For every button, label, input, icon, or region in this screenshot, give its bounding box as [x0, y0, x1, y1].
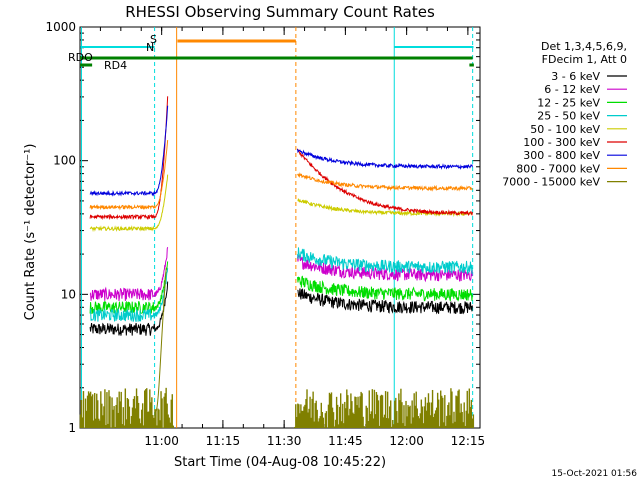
x-tick-label: 11:00 [144, 434, 179, 448]
timestamp: 15-Oct-2021 01:56 [552, 469, 638, 479]
flag-label-n: N [146, 41, 154, 54]
series-line [89, 105, 169, 197]
x-tick-label: 12:15 [451, 434, 486, 448]
series-line [89, 174, 169, 233]
flag-label-rd4: RD4 [104, 59, 127, 72]
chart-title: RHESSI Observing Summary Count Rates [125, 3, 435, 21]
legend-entry: 25 - 50 keV [537, 110, 600, 123]
series-line [154, 267, 167, 414]
series-line [89, 96, 169, 221]
legend-entry: 100 - 300 keV [523, 136, 600, 149]
x-tick-label: 11:45 [328, 434, 363, 448]
series-line [296, 275, 473, 302]
flag-label-rdo: RDO [68, 51, 93, 64]
y-tick-label: 100 [53, 154, 76, 168]
series-trace [89, 281, 473, 336]
series-line [297, 148, 473, 216]
series-line [297, 148, 473, 170]
legend-entry: 3 - 6 keV [551, 70, 600, 83]
series-line [89, 261, 169, 315]
y-tick-label: 1 [68, 421, 76, 435]
series-line [89, 268, 169, 322]
series-line [89, 247, 169, 302]
y-tick-label: 10 [61, 287, 76, 301]
y-tick-label: 1000 [45, 20, 76, 34]
x-tick-label: 11:30 [267, 434, 302, 448]
series-trace [89, 174, 473, 233]
series-trace [89, 247, 473, 302]
plot-area: 1 10 100 1000 11:00 11:15 11:30 11:45 12:00 12:15… [45, 20, 485, 448]
series-line [296, 253, 473, 283]
legend-header: FDecim 1, Att 0 [542, 53, 627, 66]
series-trace [89, 105, 473, 197]
series-line [297, 172, 473, 192]
x-axis-label: Start Time (04-Aug-08 10:45:22) [174, 455, 386, 470]
legend-entry: 7000 - 15000 keV [502, 176, 600, 189]
legend-entry: 6 - 12 keV [544, 83, 600, 96]
series-trace [89, 261, 473, 315]
legend-entry: 300 - 800 keV [523, 149, 600, 162]
series-trace [89, 139, 473, 211]
series-line [297, 288, 473, 315]
y-axis-label: Count Rate (s⁻¹ detector⁻¹) [23, 144, 38, 321]
legend-entry: 12 - 25 keV [537, 96, 600, 109]
series-trace [79, 267, 475, 428]
series-line [89, 281, 169, 336]
legend-entry: 800 - 7000 keV [516, 162, 600, 175]
series-line [89, 139, 169, 211]
plot-frame [79, 26, 481, 429]
series-line [296, 247, 473, 275]
x-tick-label: 12:00 [389, 434, 424, 448]
legend: Det 1,3,4,5,6,9,FDecim 1, Att 0 3 - 6 keV… [502, 40, 627, 189]
flag-label-s: S [150, 33, 157, 46]
legend-header: Det 1,3,4,5,6,9, [541, 40, 627, 53]
series-line [297, 198, 473, 218]
legend-entry: 50 - 100 keV [530, 123, 600, 136]
series-trace [89, 247, 473, 322]
series-trace [89, 96, 473, 221]
x-tick-label: 11:15 [206, 434, 241, 448]
